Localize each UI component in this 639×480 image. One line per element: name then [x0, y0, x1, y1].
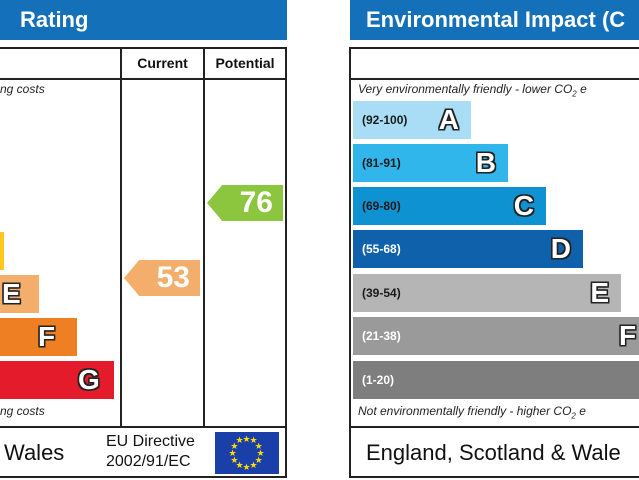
environment-band-e-letter: E	[590, 277, 609, 308]
energy-header-divider	[0, 78, 287, 80]
eu-flag-star-icon: ★	[249, 435, 258, 446]
environment-bottom-note-tail: e	[575, 404, 586, 418]
eu-flag-icon: ★ ★ ★ ★ ★ ★ ★ ★ ★ ★ ★ ★	[215, 432, 279, 474]
environment-bottom-note: Not environmentally friendly - higher CO…	[358, 404, 639, 420]
environment-band-a: (92-100) A	[353, 101, 471, 139]
current-column-header: Current	[137, 55, 188, 71]
eu-directive-line-2: 2002/91/EC	[106, 453, 191, 470]
energy-band-g: G	[0, 361, 114, 399]
environment-footer-country: England, Scotland & Wale	[366, 440, 621, 465]
environment-band-d: (55-68) D	[353, 230, 583, 268]
eu-flag-star-icon: ★	[254, 454, 263, 465]
energy-potential-divider	[203, 47, 205, 428]
energy-band-e: E	[0, 275, 39, 313]
environment-band-f: (21-38) F	[353, 317, 639, 355]
environment-band-b: (81-91) B	[353, 144, 508, 182]
eu-flag-star-icon: ★	[235, 459, 244, 470]
environment-band-d-letter: D	[550, 233, 571, 264]
environmental-impact-title: Environmental Impact (C	[366, 7, 626, 32]
eu-flag-star-icon: ★	[249, 459, 258, 470]
environment-footer-divider	[351, 426, 639, 428]
eu-flag-star-icon: ★	[256, 447, 265, 458]
environment-top-note-subscript: 2	[572, 89, 577, 99]
environment-band-c: (69-80) C	[353, 187, 546, 225]
energy-rating-title: Rating	[20, 7, 89, 32]
energy-footer-divider	[0, 426, 287, 428]
potential-column-header: Potential	[215, 55, 275, 71]
energy-top-note: ng costs	[0, 82, 45, 96]
current-rating-arrow: 53	[124, 260, 200, 296]
eu-flag-star-icon: ★	[230, 440, 239, 451]
current-rating-value: 53	[156, 261, 190, 294]
environmental-impact-header: Environmental Impact (C	[350, 0, 639, 40]
energy-band-e-letter: E	[2, 278, 21, 309]
environment-bottom-note-text: Not environmentally friendly - higher CO	[358, 404, 572, 418]
environment-bottom-note-subscript: 2	[571, 411, 576, 421]
environment-band-g: (1-20)	[353, 361, 639, 399]
eu-flag-star-icon: ★	[235, 435, 244, 446]
environment-band-c-letter: C	[513, 190, 534, 221]
environment-band-b-range: (81-91)	[362, 156, 401, 170]
environment-band-a-range: (92-100)	[362, 113, 408, 127]
environment-top-note: Very environmentally friendly - lower CO…	[358, 82, 639, 98]
environment-band-a-letter: A	[438, 104, 459, 135]
potential-rating-arrow: 76	[207, 185, 283, 221]
eu-flag-star-icon: ★	[242, 461, 251, 472]
eu-flag-star-icon: ★	[228, 447, 237, 458]
environment-band-f-letter: F	[619, 320, 637, 351]
environment-band-c-range: (69-80)	[362, 199, 401, 213]
energy-bottom-note: ng costs	[0, 404, 45, 418]
eu-directive-line-1: EU Directive	[106, 433, 195, 450]
energy-band-d	[0, 232, 4, 270]
eu-flag-star-icon: ★	[230, 454, 239, 465]
environment-band-f-range: (21-38)	[362, 329, 401, 343]
energy-current-divider	[120, 47, 122, 428]
environment-band-d-range: (55-68)	[362, 242, 401, 256]
environment-band-g-range: (1-20)	[362, 373, 395, 387]
eu-flag-star-icon: ★	[254, 440, 263, 451]
energy-band-f: F	[0, 318, 77, 356]
environment-band-e-range: (39-54)	[362, 286, 401, 300]
energy-footer-country: Wales	[4, 440, 65, 465]
potential-rating-value: 76	[239, 186, 273, 219]
energy-rating-header: Rating	[0, 0, 287, 40]
energy-band-f-letter: F	[38, 321, 56, 352]
eu-flag-star-icon: ★	[242, 433, 251, 444]
environment-band-b-letter: B	[475, 147, 496, 178]
environment-top-note-text: Very environmentally friendly - lower CO	[358, 82, 573, 96]
environment-top-note-tail: e	[576, 82, 587, 96]
energy-band-g-letter: G	[78, 364, 100, 395]
environment-band-e: (39-54) E	[353, 274, 621, 312]
environment-header-divider	[351, 78, 639, 80]
eu-directive-label: EU Directive 2002/91/EC	[106, 432, 195, 472]
